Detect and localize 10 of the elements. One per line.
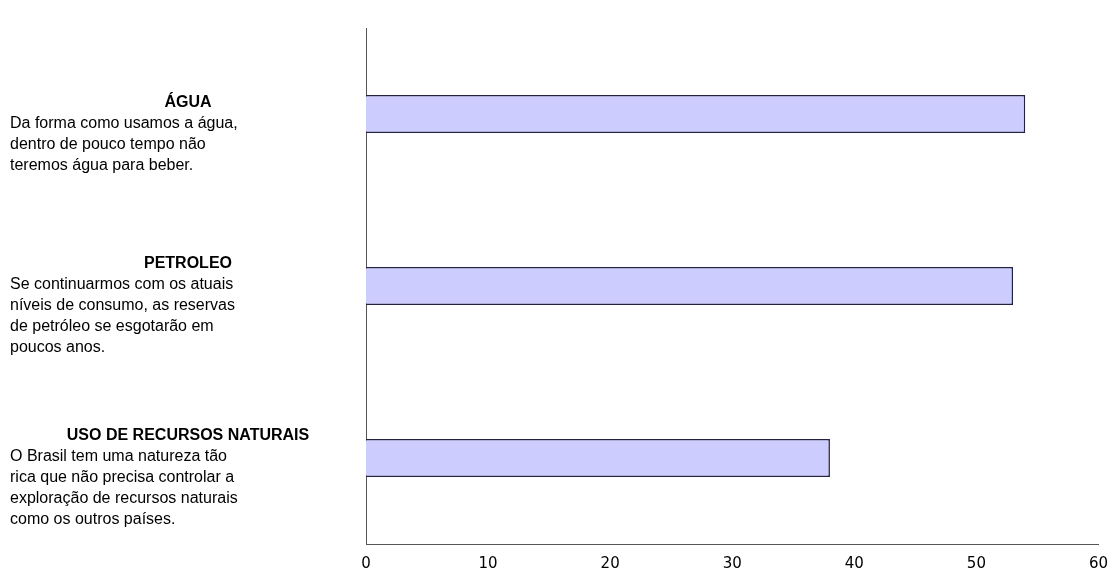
x-tick-label: 30 bbox=[722, 553, 742, 572]
x-tick-label: 50 bbox=[966, 553, 986, 572]
x-tick-label: 0 bbox=[361, 553, 371, 572]
y-tick-label: PETROLEO Se continuarmos com os atuais níveis de consumo, as reservas de petróleo se esgotarão em poucos anos. bbox=[10, 254, 235, 356]
y-tick-label: USO DE RECURSOS NATURAIS O Brasil tem uma natureza tão rica que não precisa controlar a exploração de recursos naturais como os outros países. bbox=[10, 426, 310, 528]
x-tick-label: 20 bbox=[600, 553, 620, 572]
x-tick-label: 10 bbox=[478, 553, 498, 572]
x-tick-label: 40 bbox=[844, 553, 864, 572]
x-tick-label: 60 bbox=[1088, 553, 1108, 572]
y-tick-label: ÁGUA Da forma como usamos a água, dentro de pouco tempo não teremos água para beber. bbox=[10, 91, 238, 173]
